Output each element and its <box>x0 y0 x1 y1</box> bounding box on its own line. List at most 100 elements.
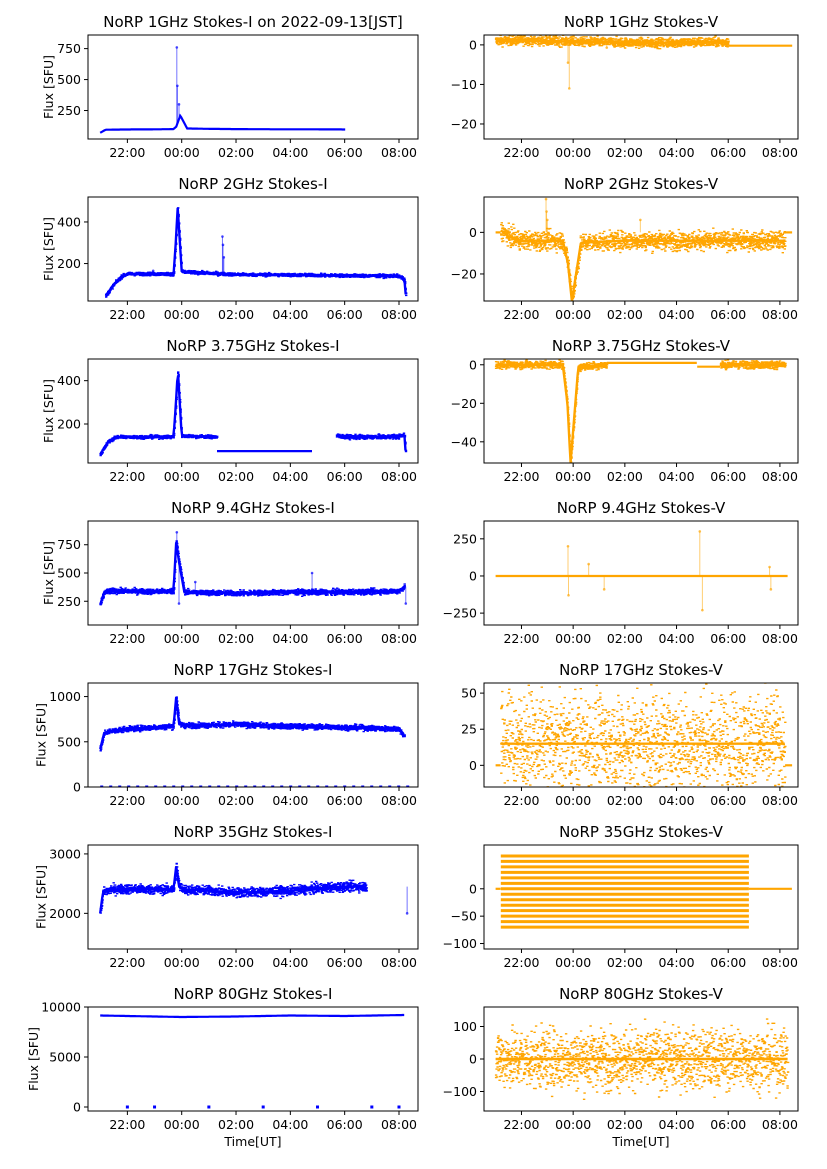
data-point <box>316 1105 320 1109</box>
data-point <box>352 785 356 787</box>
x-tick-label: 04:00 <box>272 955 308 970</box>
series-bands-35ghz-v <box>500 854 749 929</box>
panel-35ghz-v: 22:00 00:00 02:00 04:00 06:00 08:00 0 −50 −100 No… <box>443 823 799 970</box>
data-core <box>495 363 607 463</box>
data-point <box>136 785 140 787</box>
data-cloud <box>105 207 408 298</box>
panel-80ghz-i: 22:00 00:00 02:00 04:00 06:00 08:00 0 5000 10000… <box>26 985 419 1149</box>
y-tick-label: 500 <box>57 734 81 749</box>
x-tick-label: 22:00 <box>109 307 145 322</box>
x-tick-label: 04:00 <box>659 631 695 646</box>
axes-frame <box>483 34 799 140</box>
y-tick-label: 750 <box>57 537 81 552</box>
series-segment-375ghz-i-2 <box>335 432 408 453</box>
x-tick-label: 06:00 <box>327 1117 363 1132</box>
y-tick-label: −10 <box>451 77 477 92</box>
chart-title: NoRP 2GHz Stokes-V <box>564 175 719 193</box>
x-tick-label: 00:00 <box>555 145 591 160</box>
plot-area-80ghz-i <box>100 1013 405 1109</box>
x-tick-label: 02:00 <box>607 1117 643 1132</box>
x-tick-label: 04:00 <box>659 307 695 322</box>
panel-80ghz-v: 22:00 00:00 02:00 04:00 06:00 08:00 100 0 −100 No… <box>443 985 799 1149</box>
chart-title: NoRP 3.75GHz Stokes-V <box>552 337 731 355</box>
data-point <box>639 218 642 222</box>
data-point <box>544 197 548 201</box>
data-point <box>602 588 606 591</box>
data-point <box>175 46 179 49</box>
data-core <box>104 207 407 297</box>
plot-area-94ghz-i <box>99 531 408 606</box>
panel-17ghz-v: 22:00 00:00 02:00 04:00 06:00 08:00 0 25 50 NoRP … <box>461 661 799 808</box>
y-tick-label: 0 <box>469 225 477 240</box>
axes-frame <box>483 520 799 626</box>
data-point <box>217 785 221 787</box>
data-cloud <box>494 1018 790 1100</box>
x-tick-label: 04:00 <box>659 145 695 160</box>
x-tick-label: 02:00 <box>607 145 643 160</box>
x-tick-label: 02:00 <box>218 793 254 808</box>
chart-title: NoRP 17GHz Stokes-V <box>559 661 724 679</box>
y-tick-label: 200 <box>57 256 81 271</box>
x-tick-label: 00:00 <box>164 955 200 970</box>
x-tick-label: 08:00 <box>762 631 798 646</box>
panel-2ghz-i: 22:00 00:00 02:00 04:00 06:00 08:00 200 400 NoRP… <box>41 175 419 322</box>
y-tick-label: 250 <box>57 594 81 609</box>
x-tick-label: 22:00 <box>109 793 145 808</box>
x-tick-label: 00:00 <box>555 631 591 646</box>
data-point <box>244 785 248 787</box>
data-point <box>163 785 167 787</box>
data-point <box>190 785 194 787</box>
y-tick-label: −20 <box>451 396 477 411</box>
axes-frame <box>87 1006 419 1112</box>
data-point <box>127 785 131 787</box>
plot-area-35ghz-i <box>99 862 409 915</box>
x-tick-label: 22:00 <box>503 793 539 808</box>
x-tick-label: 22:00 <box>503 631 539 646</box>
x-tick-label: 02:00 <box>607 955 643 970</box>
x-tick-label: 06:00 <box>327 793 363 808</box>
axes-frame <box>483 358 799 464</box>
data-point <box>406 785 410 787</box>
plot-area-17ghz-i <box>99 696 410 787</box>
y-tick-label: 200 <box>57 417 81 432</box>
plot-area-1ghz-i <box>99 46 346 134</box>
x-tick-label: 08:00 <box>762 307 798 322</box>
panel-94ghz-i: 22:00 00:00 02:00 04:00 06:00 08:00 250 500 750 N… <box>41 499 419 646</box>
y-tick-label: 50 <box>461 686 477 701</box>
panel-2ghz-v: 22:00 00:00 02:00 04:00 06:00 08:00 0 −20 NoRP 2… <box>451 175 799 322</box>
x-tick-label: 22:00 <box>503 1117 539 1132</box>
y-tick-label: 0 <box>469 568 477 583</box>
data-point <box>567 593 570 597</box>
plot-area-94ghz-v <box>495 530 788 612</box>
series-segment-17ghz-v-1 <box>500 683 787 787</box>
y-tick-label: 3000 <box>49 846 81 861</box>
chart-title: NoRP 3.75GHz Stokes-I <box>166 337 339 355</box>
x-tick-label: 00:00 <box>555 793 591 808</box>
chart-title: NoRP 1GHz Stokes-V <box>564 13 719 31</box>
x-tick-label: 00:00 <box>164 469 200 484</box>
data-core <box>99 375 217 455</box>
x-tick-label: 00:00 <box>164 793 200 808</box>
chart-title: NoRP 35GHz Stokes-V <box>559 823 724 841</box>
axes-frame <box>87 844 419 950</box>
data-point <box>109 785 113 787</box>
x-tick-label: 08:00 <box>381 307 417 322</box>
data-point <box>605 46 609 49</box>
data-point <box>397 785 401 787</box>
x-tick-label: 02:00 <box>607 469 643 484</box>
y-tick-label: −50 <box>451 909 477 924</box>
x-tick-label: 06:00 <box>327 955 363 970</box>
y-tick-label: 0 <box>469 1052 477 1067</box>
x-tick-label: 06:00 <box>710 469 746 484</box>
data-point <box>316 785 320 787</box>
data-core <box>99 542 406 606</box>
x-tick-label: 00:00 <box>555 955 591 970</box>
series-segment-2ghz-v-1 <box>500 222 787 301</box>
y-tick-label: 250 <box>57 103 81 118</box>
x-tick-label: 02:00 <box>607 793 643 808</box>
x-tick-label: 06:00 <box>710 631 746 646</box>
x-tick-label: 22:00 <box>109 145 145 160</box>
x-tick-label: 06:00 <box>327 307 363 322</box>
x-tick-label: 02:00 <box>218 631 254 646</box>
